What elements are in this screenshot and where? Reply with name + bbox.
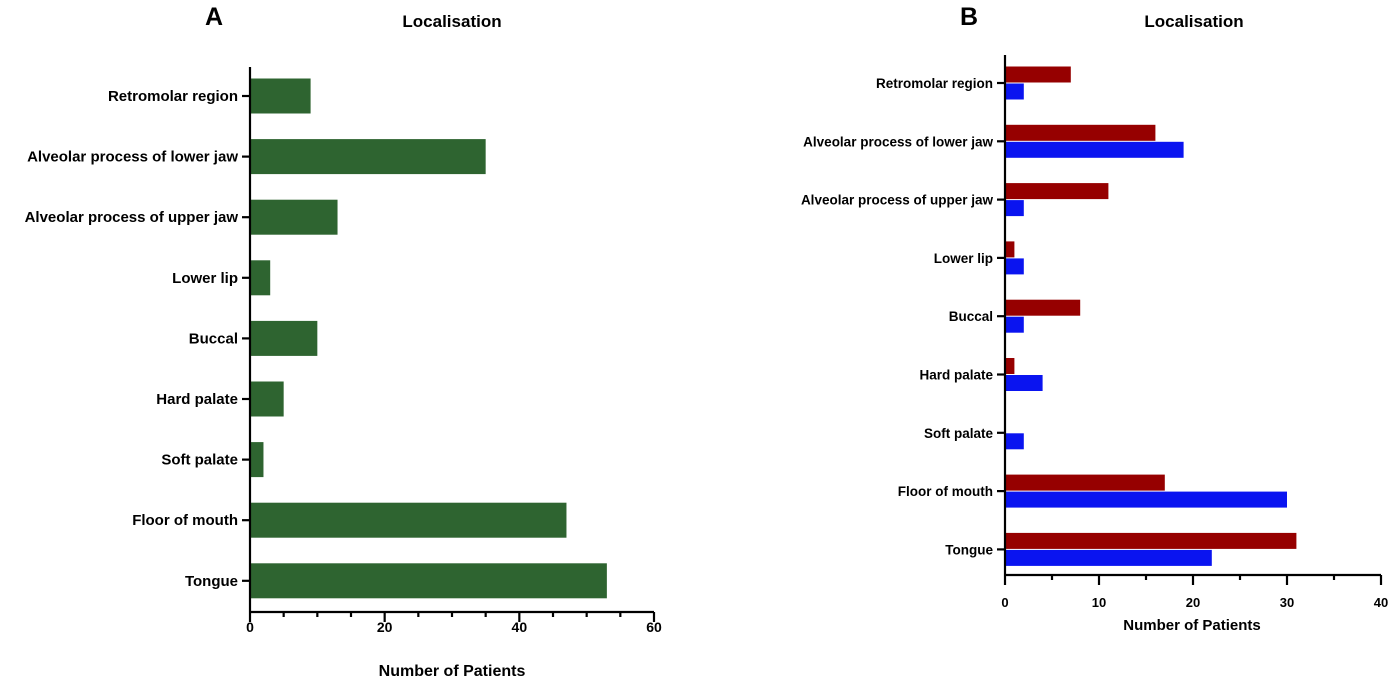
panel-b-x-tick-label: 40 — [1374, 595, 1388, 610]
panel-a-x-tick-label: 60 — [646, 619, 662, 635]
panel-b-bar-tongue-series-1 — [1005, 532, 1297, 549]
panel-a-y-tick-label: Alveolar process of lower jaw — [27, 149, 238, 166]
panel-b-bar-buccal-series-2 — [1005, 316, 1024, 333]
panel-b-x-tick-label: 20 — [1186, 595, 1200, 610]
panel-a-y-tick-label: Soft palate — [161, 452, 238, 469]
panel-b-title: Localisation — [1144, 12, 1243, 31]
panel-b-x-tick-label: 0 — [1001, 595, 1008, 610]
panel-a-x-tick-label: 20 — [377, 619, 393, 635]
panel-a-y-tick-label: Tongue — [185, 573, 238, 590]
panel-a-bar-tongue — [250, 563, 607, 599]
panel-a-bar-lower-lip — [250, 260, 271, 296]
panel-a-bar-buccal — [250, 320, 318, 356]
panel-b-y-tick-label: Buccal — [949, 309, 993, 324]
panel-a-y-tick-label: Lower lip — [172, 270, 238, 287]
panel-b-letter: B — [960, 3, 978, 31]
panel-b-chart: B Localisation Number of Patients Retrom… — [801, 3, 1388, 634]
panel-a-bar-alveolar-process-of-lower-jaw — [250, 139, 486, 175]
panel-b-y-tick-label: Retromolar region — [876, 76, 993, 91]
panel-a-bar-soft-palate — [250, 442, 264, 478]
panel-a-chart: A Localisation Number of Patients Retrom… — [25, 3, 662, 678]
panel-b-bar-tongue-series-2 — [1005, 549, 1212, 566]
panel-a-x-tick-label: 0 — [246, 619, 254, 635]
panel-b-y-tick-label: Floor of mouth — [898, 484, 993, 499]
panel-a-title: Localisation — [402, 12, 501, 31]
panel-b-bar-soft-palate-series-2 — [1005, 433, 1024, 450]
panel-a-bar-hard-palate — [250, 381, 284, 417]
panel-b-y-tick-label: Soft palate — [924, 426, 994, 441]
panel-b-y-tick-label: Alveolar process of upper jaw — [801, 193, 994, 208]
panel-b-bar-alveolar-process-of-upper-jaw-series-2 — [1005, 200, 1024, 217]
panel-b-bar-lower-lip-series-1 — [1005, 241, 1015, 258]
panel-b-y-tick-label: Tongue — [945, 542, 993, 557]
panel-b-bar-hard-palate-series-1 — [1005, 358, 1015, 374]
panel-a-bar-alveolar-process-of-upper-jaw — [250, 199, 338, 235]
panel-b-bar-floor-of-mouth-series-1 — [1005, 474, 1165, 491]
panel-b-bar-retromolar-region-series-2 — [1005, 83, 1024, 100]
panel-b-x-axis-label: Number of Patients — [1123, 617, 1261, 634]
panel-b-bar-retromolar-region-series-1 — [1005, 66, 1071, 83]
panel-a-bar-floor-of-mouth — [250, 502, 567, 538]
panel-b-x-tick-label: 30 — [1280, 595, 1294, 610]
panel-a-y-tick-label: Buccal — [189, 330, 238, 347]
panel-b-bar-lower-lip-series-2 — [1005, 258, 1024, 275]
panel-b-bar-alveolar-process-of-lower-jaw-series-1 — [1005, 124, 1156, 141]
panel-a-x-tick-label: 40 — [512, 619, 528, 635]
panel-b-bar-alveolar-process-of-upper-jaw-series-1 — [1005, 183, 1109, 200]
panel-a-y-tick-label: Floor of mouth — [132, 512, 238, 529]
panel-b-bar-buccal-series-1 — [1005, 299, 1081, 316]
panel-a-y-tick-label: Retromolar region — [108, 88, 238, 105]
panel-a-bar-retromolar-region — [250, 78, 311, 114]
panel-b-x-tick-label: 10 — [1092, 595, 1106, 610]
panel-b-y-tick-label: Alveolar process of lower jaw — [803, 134, 993, 149]
panel-b-y-tick-label: Hard palate — [919, 368, 993, 383]
panel-a-y-tick-label: Hard palate — [156, 391, 238, 408]
panel-a-letter: A — [205, 3, 223, 31]
panel-b-bar-alveolar-process-of-lower-jaw-series-2 — [1005, 141, 1184, 158]
panel-b-y-tick-label: Lower lip — [934, 251, 993, 266]
panel-a-x-axis-label: Number of Patients — [379, 663, 526, 678]
panel-b-bar-floor-of-mouth-series-2 — [1005, 491, 1287, 508]
panel-b-bar-hard-palate-series-2 — [1005, 375, 1043, 391]
panel-a-y-tick-label: Alveolar process of upper jaw — [25, 209, 239, 226]
